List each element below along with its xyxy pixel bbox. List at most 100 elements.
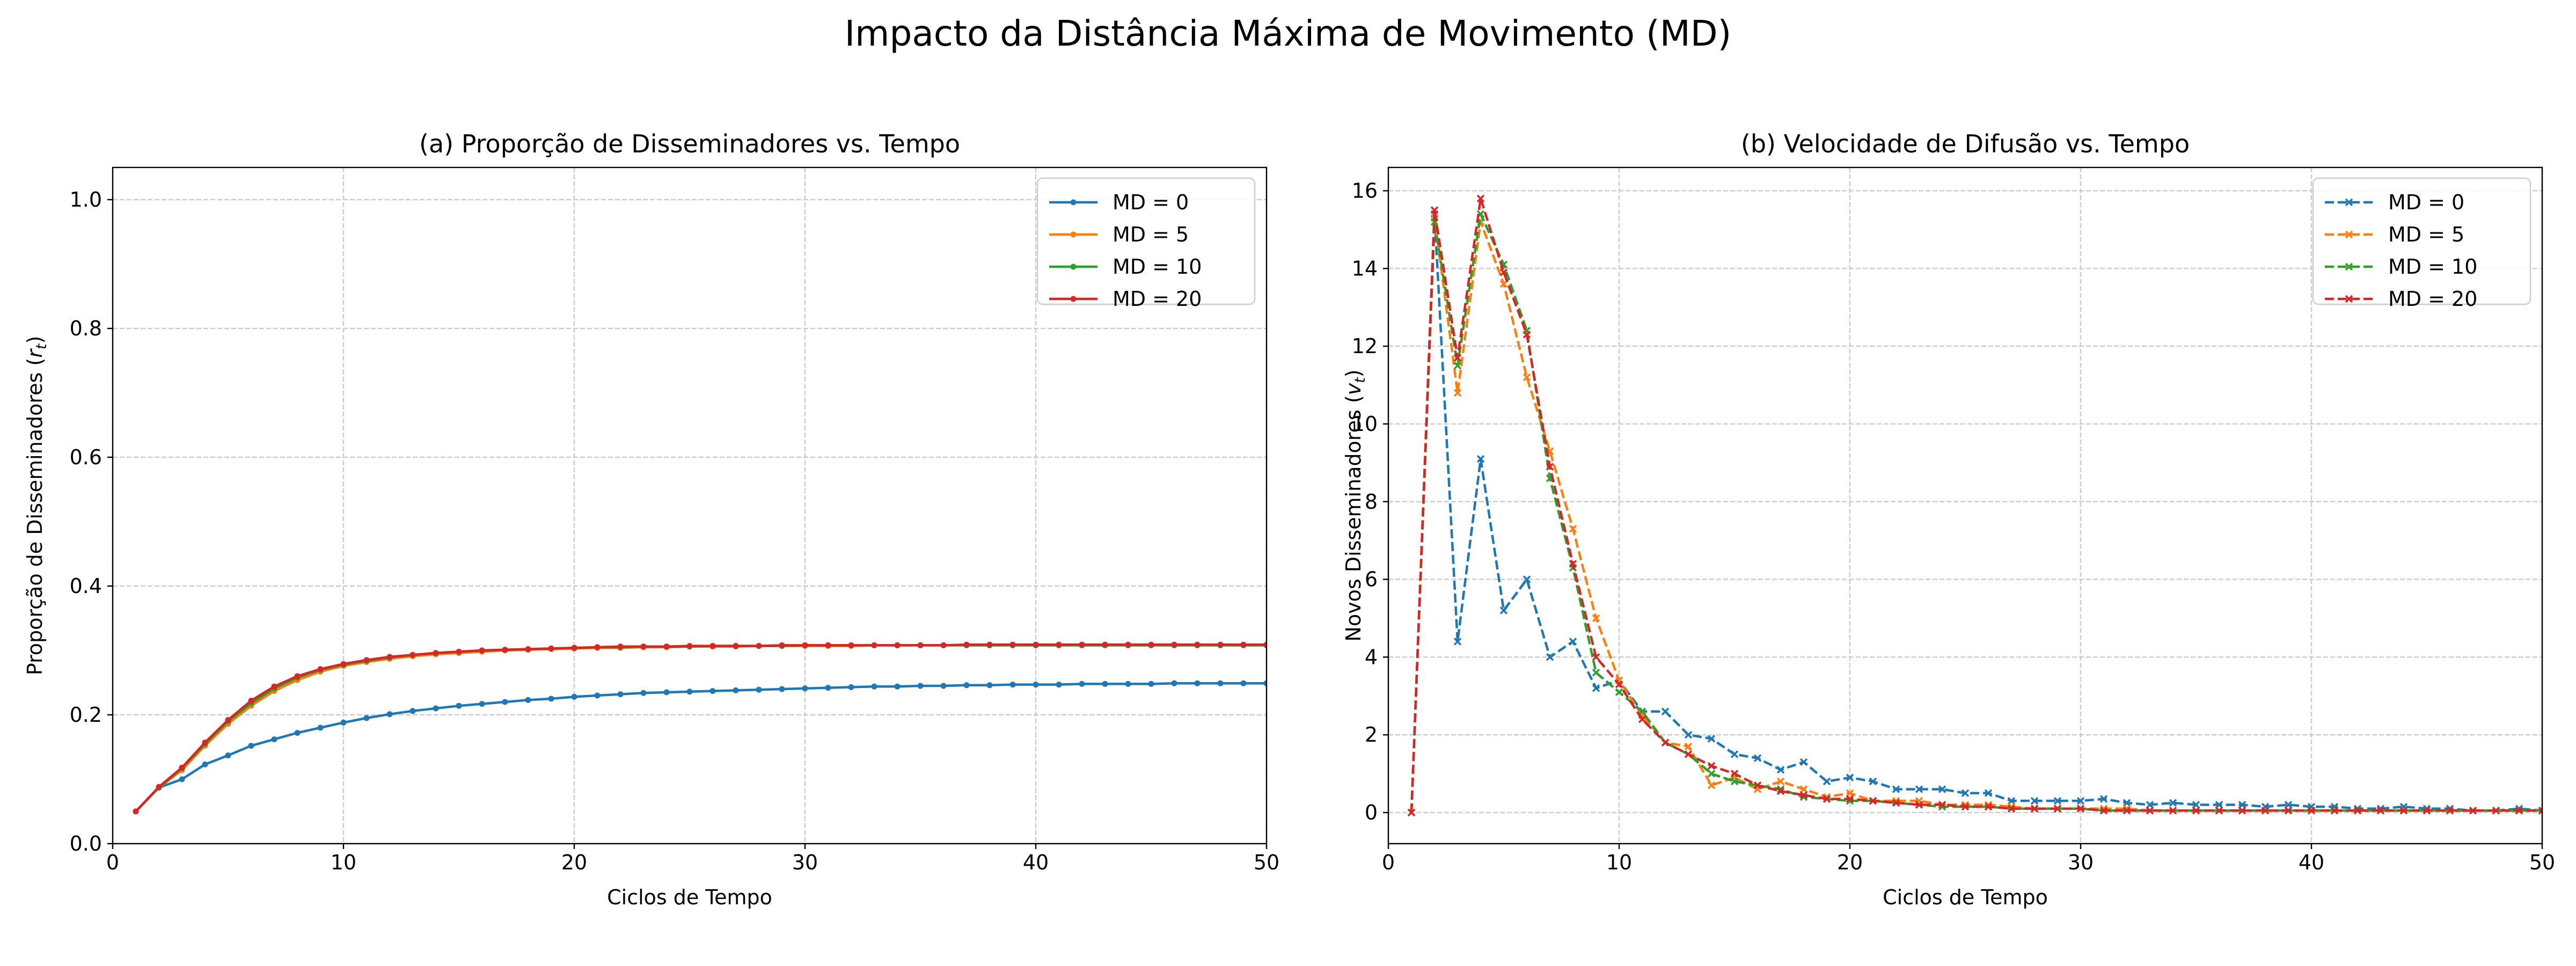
data-point xyxy=(248,743,254,749)
data-point xyxy=(963,682,970,689)
data-point xyxy=(1799,791,1808,799)
legend-label: MD = 0 xyxy=(2388,191,2464,214)
data-point xyxy=(1240,641,1247,648)
data-point xyxy=(2146,807,2154,815)
series-md-10 xyxy=(133,642,1267,815)
data-point xyxy=(733,643,739,649)
chart-title: (b) Velocidade de Difusão vs. Tempo xyxy=(1741,129,2190,158)
legend-marker xyxy=(1070,199,1077,206)
data-point xyxy=(1823,777,1831,786)
data-point xyxy=(2192,807,2200,815)
series-line xyxy=(135,643,1267,813)
data-point xyxy=(271,683,277,690)
legend-frame xyxy=(2312,177,2531,305)
data-point xyxy=(1263,680,1267,686)
data-point xyxy=(271,736,277,743)
data-point xyxy=(2099,807,2108,815)
data-point xyxy=(1638,707,1646,716)
data-point xyxy=(1592,669,1600,677)
data-point xyxy=(1961,789,1970,797)
legend-item-md-5: MD = 5 xyxy=(1049,223,1189,246)
data-point xyxy=(2076,797,2085,805)
data-point xyxy=(456,702,462,709)
legend-item-md-0: MD = 0 xyxy=(2325,191,2464,214)
data-point xyxy=(663,689,670,696)
data-point xyxy=(1079,641,1085,648)
data-point xyxy=(2469,807,2477,815)
data-point xyxy=(617,691,624,698)
data-point xyxy=(1684,731,1693,739)
data-point xyxy=(2399,807,2408,815)
data-point xyxy=(2376,807,2385,815)
y-tick-label: 16 xyxy=(1352,179,1378,202)
series-md-5 xyxy=(133,642,1267,815)
legend-marker xyxy=(1070,296,1077,302)
y-tick-label: 6 xyxy=(1365,568,1378,591)
data-point xyxy=(1056,682,1062,688)
legend-frame xyxy=(1036,177,1256,305)
data-point xyxy=(1592,614,1600,623)
data-point xyxy=(1194,641,1201,648)
series-line xyxy=(1410,216,2542,813)
data-point xyxy=(2492,807,2500,815)
data-point xyxy=(825,685,831,691)
legend-item-md-10: MD = 10 xyxy=(1049,255,1202,279)
x-tick-label: 10 xyxy=(331,851,356,874)
data-point xyxy=(1217,680,1224,686)
data-point xyxy=(2169,807,2177,815)
data-point xyxy=(1661,738,1670,747)
x-tick-label: 0 xyxy=(1382,851,1395,874)
data-point xyxy=(1523,575,1531,583)
data-point xyxy=(1079,680,1085,687)
data-point xyxy=(1915,801,1923,809)
data-point xyxy=(756,686,762,693)
y-tick-label: 12 xyxy=(1352,334,1378,358)
legend-marker xyxy=(2345,230,2353,239)
x-tick-label: 30 xyxy=(792,851,818,874)
data-point xyxy=(1569,560,1577,568)
data-point xyxy=(1033,682,1039,688)
data-point xyxy=(963,641,970,648)
data-point xyxy=(340,661,347,667)
data-point xyxy=(1984,789,1993,797)
data-point xyxy=(2123,807,2131,815)
y-tick-label: 0.4 xyxy=(70,574,102,598)
y-tick-label: 8 xyxy=(1365,490,1378,514)
legend-item-md-20: MD = 20 xyxy=(2325,287,2477,311)
data-point xyxy=(2076,804,2085,813)
data-point xyxy=(1846,789,1854,797)
data-point xyxy=(294,673,301,679)
data-point xyxy=(1407,808,1416,817)
data-point xyxy=(409,652,416,658)
data-point xyxy=(1776,787,1785,795)
data-point xyxy=(1915,785,1923,793)
data-point xyxy=(1523,331,1531,339)
legend-label: MD = 5 xyxy=(2388,223,2464,246)
x-tick-label: 40 xyxy=(2299,851,2324,874)
series-line xyxy=(135,644,1267,813)
data-point xyxy=(525,646,531,653)
data-point xyxy=(1707,770,1716,778)
data-point xyxy=(1148,680,1154,687)
series-md-0 xyxy=(133,680,1267,815)
chart-b: 0 10 20 30 40 50 0 2 4 6 8 10 12 14 16 (b) Velocidade d… xyxy=(1342,129,2555,909)
data-point xyxy=(1776,766,1785,774)
y-axis-label: Proporção de Disseminadores (rt) xyxy=(23,336,50,676)
data-point xyxy=(571,645,577,651)
legend-label: MD = 10 xyxy=(1113,255,1202,279)
data-point xyxy=(479,701,485,707)
x-tick-label: 50 xyxy=(2529,851,2555,874)
data-point xyxy=(1217,641,1224,648)
data-point xyxy=(479,647,485,654)
x-tick-label: 10 xyxy=(1606,851,1632,874)
data-point xyxy=(1846,795,1854,803)
data-point xyxy=(756,643,762,649)
y-tick-label: 0 xyxy=(1365,801,1378,824)
legend-item-md-10: MD = 10 xyxy=(2325,255,2477,279)
data-point xyxy=(548,696,554,702)
legend-marker xyxy=(2345,262,2353,271)
x-tick-label: 0 xyxy=(106,851,119,874)
y-tick-label: 1.0 xyxy=(70,188,102,211)
x-tick-label: 50 xyxy=(1254,851,1279,874)
data-point xyxy=(548,645,554,652)
